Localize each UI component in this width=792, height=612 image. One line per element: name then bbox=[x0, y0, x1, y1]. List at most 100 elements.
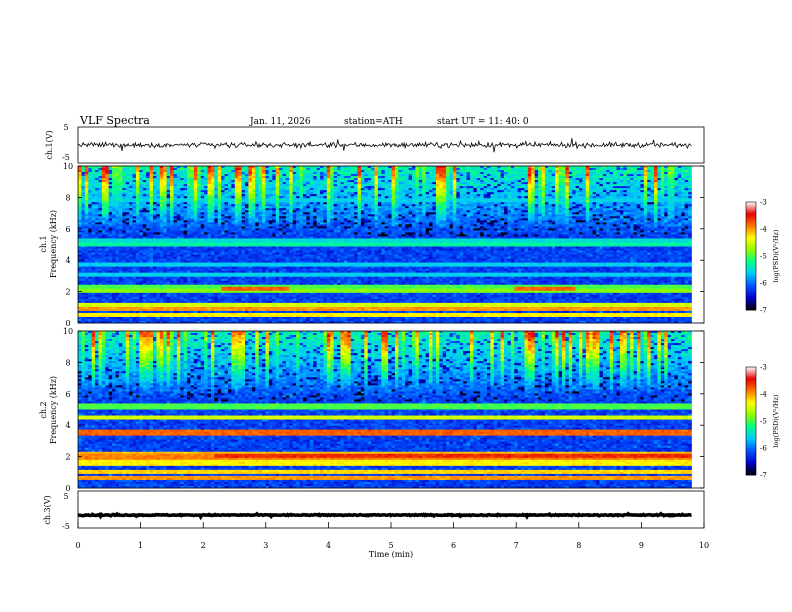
spectrogram-cell bbox=[183, 166, 188, 169]
spectrogram-cell bbox=[282, 176, 287, 179]
spectrogram-cell bbox=[493, 168, 498, 171]
spectrogram-cell bbox=[210, 184, 215, 187]
spectrogram-cell bbox=[452, 170, 457, 173]
spectrogram-cell bbox=[548, 208, 553, 211]
spectrogram-cell bbox=[142, 208, 147, 211]
spectrogram-cell bbox=[98, 182, 103, 185]
spectrogram-cell bbox=[388, 168, 392, 171]
spectrogram-cell bbox=[391, 200, 396, 203]
spectrogram-cell bbox=[265, 194, 270, 197]
spectrogram-cell bbox=[214, 190, 219, 193]
spectrogram-cell bbox=[684, 198, 689, 201]
spectrogram-cell bbox=[527, 170, 532, 173]
spectrogram-cell bbox=[674, 212, 679, 215]
spectrogram-cell bbox=[575, 194, 580, 197]
spectrogram-cell bbox=[241, 192, 246, 195]
spectrogram-cell bbox=[561, 188, 566, 191]
spectrogram-cell bbox=[527, 208, 532, 211]
spectrogram-cell bbox=[490, 186, 495, 189]
spectrogram-cell bbox=[575, 218, 580, 221]
spectrogram-cell bbox=[394, 202, 399, 205]
spectrogram-cell bbox=[204, 184, 208, 187]
spectrogram-cell bbox=[152, 204, 157, 207]
spectrogram-cell bbox=[412, 168, 416, 171]
spectrogram-cell bbox=[476, 220, 481, 223]
spectrogram-cell bbox=[572, 168, 576, 171]
spectrogram-cell bbox=[105, 194, 110, 197]
spectrogram-cell bbox=[463, 172, 467, 175]
spectrogram-cell bbox=[671, 214, 675, 217]
spectrogram-cell bbox=[122, 202, 127, 205]
spectrogram-cell bbox=[538, 214, 542, 217]
spectrogram-cell bbox=[507, 184, 512, 187]
spectrogram-cell bbox=[456, 178, 461, 181]
spectrogram-cell bbox=[432, 174, 437, 177]
spectrogram-cell bbox=[255, 194, 259, 197]
spectrogram-cell bbox=[429, 182, 433, 185]
spectrogram-cell bbox=[149, 176, 154, 179]
spectrogram-cell bbox=[514, 192, 519, 195]
spectrogram-cell bbox=[623, 172, 628, 175]
spectrogram-cell bbox=[279, 216, 283, 219]
spectrogram-cell bbox=[88, 214, 92, 217]
spectrogram-cell bbox=[337, 178, 341, 181]
spectrogram-cell bbox=[630, 174, 634, 177]
spectrogram-cell bbox=[302, 166, 307, 169]
spectrogram-cell bbox=[429, 198, 433, 201]
spectrogram-cell bbox=[377, 202, 382, 205]
spectrogram-cell bbox=[265, 198, 270, 201]
spectrogram-cell bbox=[510, 186, 515, 189]
spectrogram-cell bbox=[657, 170, 662, 173]
spectrogram-cell bbox=[633, 180, 638, 183]
spectrogram-cell bbox=[275, 176, 280, 179]
spectrogram-cell bbox=[337, 206, 341, 209]
spectrogram-cell bbox=[657, 168, 662, 171]
spectrogram-cell bbox=[579, 200, 583, 203]
spectrogram-cell bbox=[193, 186, 198, 189]
spectrogram-cell bbox=[596, 180, 600, 183]
spectrogram-cell bbox=[398, 190, 403, 193]
spectrogram-cell bbox=[149, 192, 154, 195]
spectrogram-cell bbox=[602, 180, 607, 183]
spectrogram-cell bbox=[306, 214, 311, 217]
spectrogram-cell bbox=[548, 206, 553, 209]
spectrogram-cell bbox=[190, 196, 195, 199]
spectrogram-cell bbox=[255, 190, 259, 193]
spectrogram-cell bbox=[275, 200, 280, 203]
spectrogram-cell bbox=[524, 180, 529, 183]
spectrogram-cell bbox=[568, 218, 573, 221]
spectrogram-cell bbox=[674, 194, 679, 197]
spectrogram-cell bbox=[412, 180, 416, 183]
spectrogram-cell bbox=[367, 204, 372, 207]
spectrogram-cell bbox=[582, 186, 587, 189]
spectrogram-cell bbox=[129, 214, 133, 217]
spectrogram-cell bbox=[439, 178, 444, 181]
spectrogram-cell bbox=[81, 208, 86, 211]
spectrogram-cell bbox=[381, 220, 386, 223]
spectrogram-cell bbox=[592, 214, 597, 217]
spectrogram-cell bbox=[531, 218, 536, 221]
spectrogram-cell bbox=[118, 198, 123, 201]
spectrogram-cell bbox=[425, 204, 430, 207]
spectrogram-cell bbox=[446, 192, 450, 195]
spectrogram-cell bbox=[173, 206, 178, 209]
spectrogram-cell bbox=[268, 184, 273, 187]
spectrogram-cell bbox=[657, 214, 662, 217]
spectrogram-cell bbox=[466, 220, 471, 223]
spectrogram-cell bbox=[469, 188, 474, 191]
spectrogram-cell bbox=[234, 180, 239, 183]
spectrogram-cell bbox=[538, 172, 542, 175]
spectrogram-cell bbox=[122, 210, 127, 213]
spectrogram-cell bbox=[412, 192, 416, 195]
spectrogram-cell bbox=[473, 186, 478, 189]
spectrogram-cell bbox=[299, 220, 304, 223]
spectrogram-cell bbox=[647, 166, 651, 169]
spectrogram-cell bbox=[486, 212, 491, 215]
spectrogram-cell bbox=[333, 216, 338, 219]
spectrogram-cell bbox=[135, 186, 140, 189]
spectrogram-cell bbox=[422, 202, 426, 205]
spectrogram-cell bbox=[309, 206, 314, 209]
spectrogram-cell bbox=[231, 190, 236, 193]
spectrogram-cell bbox=[139, 168, 144, 171]
spectrogram-cell bbox=[302, 206, 307, 209]
